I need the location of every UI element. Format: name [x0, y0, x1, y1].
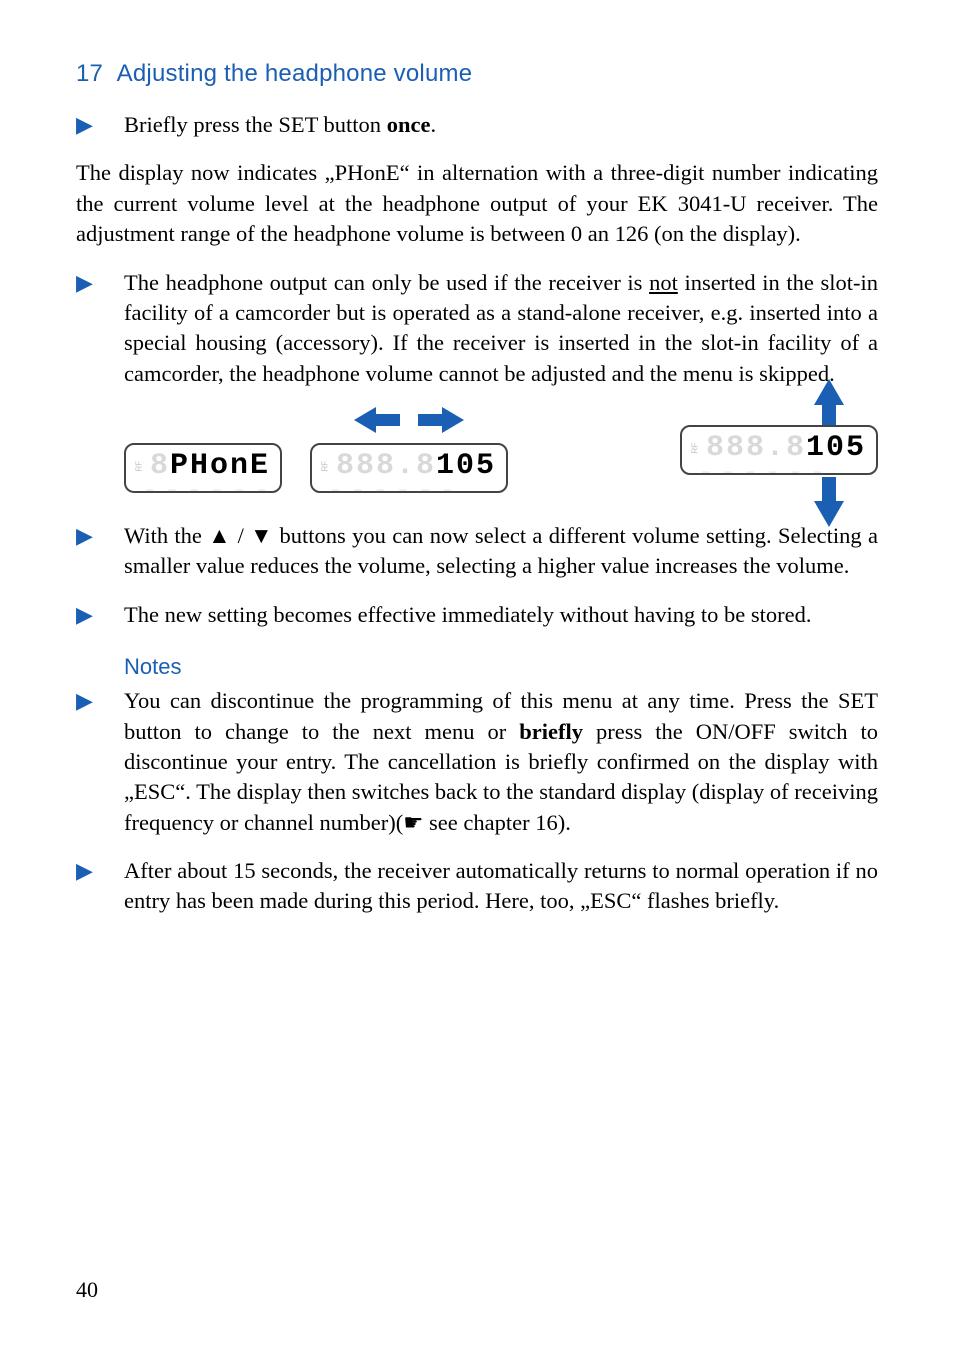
step-text: The new setting becomes effective immedi…	[124, 600, 878, 630]
text-span: .	[430, 112, 436, 137]
note-text: After about 15 seconds, the receiver aut…	[124, 856, 878, 917]
text-underline: not	[649, 270, 678, 295]
page-number: 40	[76, 1277, 98, 1303]
triangle-right-icon: ▶	[76, 268, 124, 298]
lcd-text: 888.8105	[336, 451, 496, 481]
step-text: Briefly press the SET button once.	[124, 110, 878, 140]
step-text: The headphone output can only be used if…	[124, 268, 878, 390]
step-item: ▶ The new setting becomes effective imme…	[76, 600, 878, 630]
lcd-display-phone: RF 8PHonE — — — — — —	[124, 443, 282, 493]
text-bold: briefly	[519, 719, 583, 744]
lcd-text: 888.8105	[706, 433, 866, 463]
lcd-display-adjust: RF 888.8105 — — — — — —	[680, 425, 878, 475]
step-item: ▶ With the ▲ / ▼ buttons you can now sel…	[76, 521, 878, 582]
step-item: ▶ Briefly press the SET button once.	[76, 110, 878, 140]
page-container: 17 Adjusting the headphone volume ▶ Brie…	[0, 0, 954, 1351]
note-text: You can discontinue the programming of t…	[124, 686, 878, 838]
text-span: Briefly press the SET button	[124, 112, 387, 137]
left-right-arrows-icon	[354, 407, 464, 437]
note-item: ▶ You can discontinue the programming of…	[76, 686, 878, 838]
text-bold: once	[387, 112, 431, 137]
text-span: The headphone output can only be used if…	[124, 270, 649, 295]
step-item: ▶ The headphone output can only be used …	[76, 268, 878, 390]
triangle-right-icon: ▶	[76, 521, 124, 551]
lcd-value: 105	[806, 431, 866, 465]
note-item: ▶ After about 15 seconds, the receiver a…	[76, 856, 878, 917]
triangle-right-icon: ▶	[76, 856, 124, 886]
lcd-ghost-digit: 888.8	[706, 431, 806, 465]
section-number: 17	[76, 60, 103, 87]
triangle-right-icon: ▶	[76, 110, 124, 140]
paragraph: The display now indicates „PHonE“ in alt…	[76, 158, 878, 249]
lcd-ghost-sub: — — — — — —	[702, 465, 825, 479]
lcd-text: 8PHonE	[150, 451, 270, 481]
triangle-right-icon: ▶	[76, 686, 124, 716]
lcd-display-value: RF 888.8105 — — — — — —	[310, 443, 508, 493]
rf-label: RF	[321, 461, 330, 471]
lcd-ghost-digit: 8	[150, 449, 170, 483]
lcd-figure: RF 8PHonE — — — — — — RF 888.8105	[124, 407, 878, 493]
step-text: With the ▲ / ▼ buttons you can now selec…	[124, 521, 878, 582]
lcd-value: PHonE	[170, 449, 270, 483]
lcd-ghost-digit: 888.8	[336, 449, 436, 483]
rf-label: RF	[690, 443, 699, 453]
rf-label: RF	[135, 461, 144, 471]
lcd-ghost-sub: — — — — — —	[332, 483, 455, 497]
notes-heading: Notes	[124, 654, 878, 680]
section-heading: 17 Adjusting the headphone volume	[76, 60, 878, 88]
lcd-ghost-sub: — — — — — —	[146, 483, 269, 497]
lcd-value: 105	[436, 449, 496, 483]
section-title: Adjusting the headphone volume	[117, 60, 473, 87]
triangle-right-icon: ▶	[76, 600, 124, 630]
